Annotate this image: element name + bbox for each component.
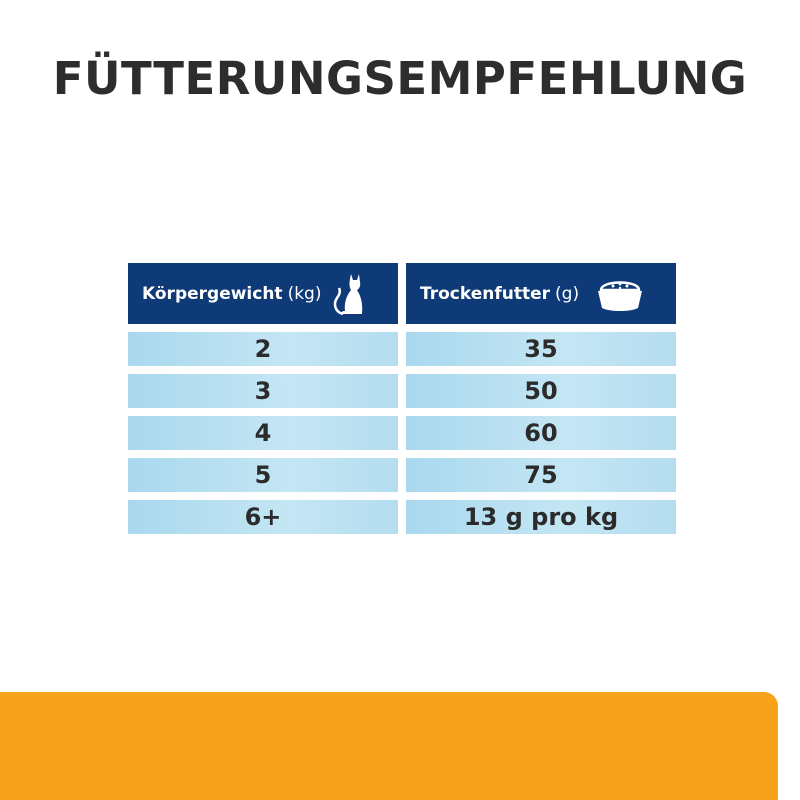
weight-cell: 3 xyxy=(128,374,398,408)
weight-column: Körpergewicht (kg) 2 3 4 5 6+ xyxy=(128,263,398,534)
weight-header-unit: (kg) xyxy=(287,283,322,304)
weight-header: Körpergewicht (kg) xyxy=(128,263,398,324)
food-column: Trockenfutter (g) 35 50 60 75 13 g pro k… xyxy=(406,263,676,534)
food-cell: 13 g pro kg xyxy=(406,500,676,534)
weight-header-label: Körpergewicht xyxy=(142,283,283,304)
cat-icon xyxy=(334,273,363,315)
food-header: Trockenfutter (g) xyxy=(406,263,676,324)
weight-cell: 6+ xyxy=(128,500,398,534)
food-header-unit: (g) xyxy=(555,283,580,304)
food-cell: 60 xyxy=(406,416,676,450)
food-cell: 35 xyxy=(406,332,676,366)
weight-cell: 4 xyxy=(128,416,398,450)
food-header-label: Trockenfutter xyxy=(420,283,551,304)
food-cell: 75 xyxy=(406,458,676,492)
page-title: FÜTTERUNGSEMPFEHLUNG xyxy=(52,52,748,105)
weight-cell: 2 xyxy=(128,332,398,366)
food-bowl-icon xyxy=(598,280,643,311)
food-cell: 50 xyxy=(406,374,676,408)
weight-cell: 5 xyxy=(128,458,398,492)
orange-footer-band xyxy=(0,692,778,800)
